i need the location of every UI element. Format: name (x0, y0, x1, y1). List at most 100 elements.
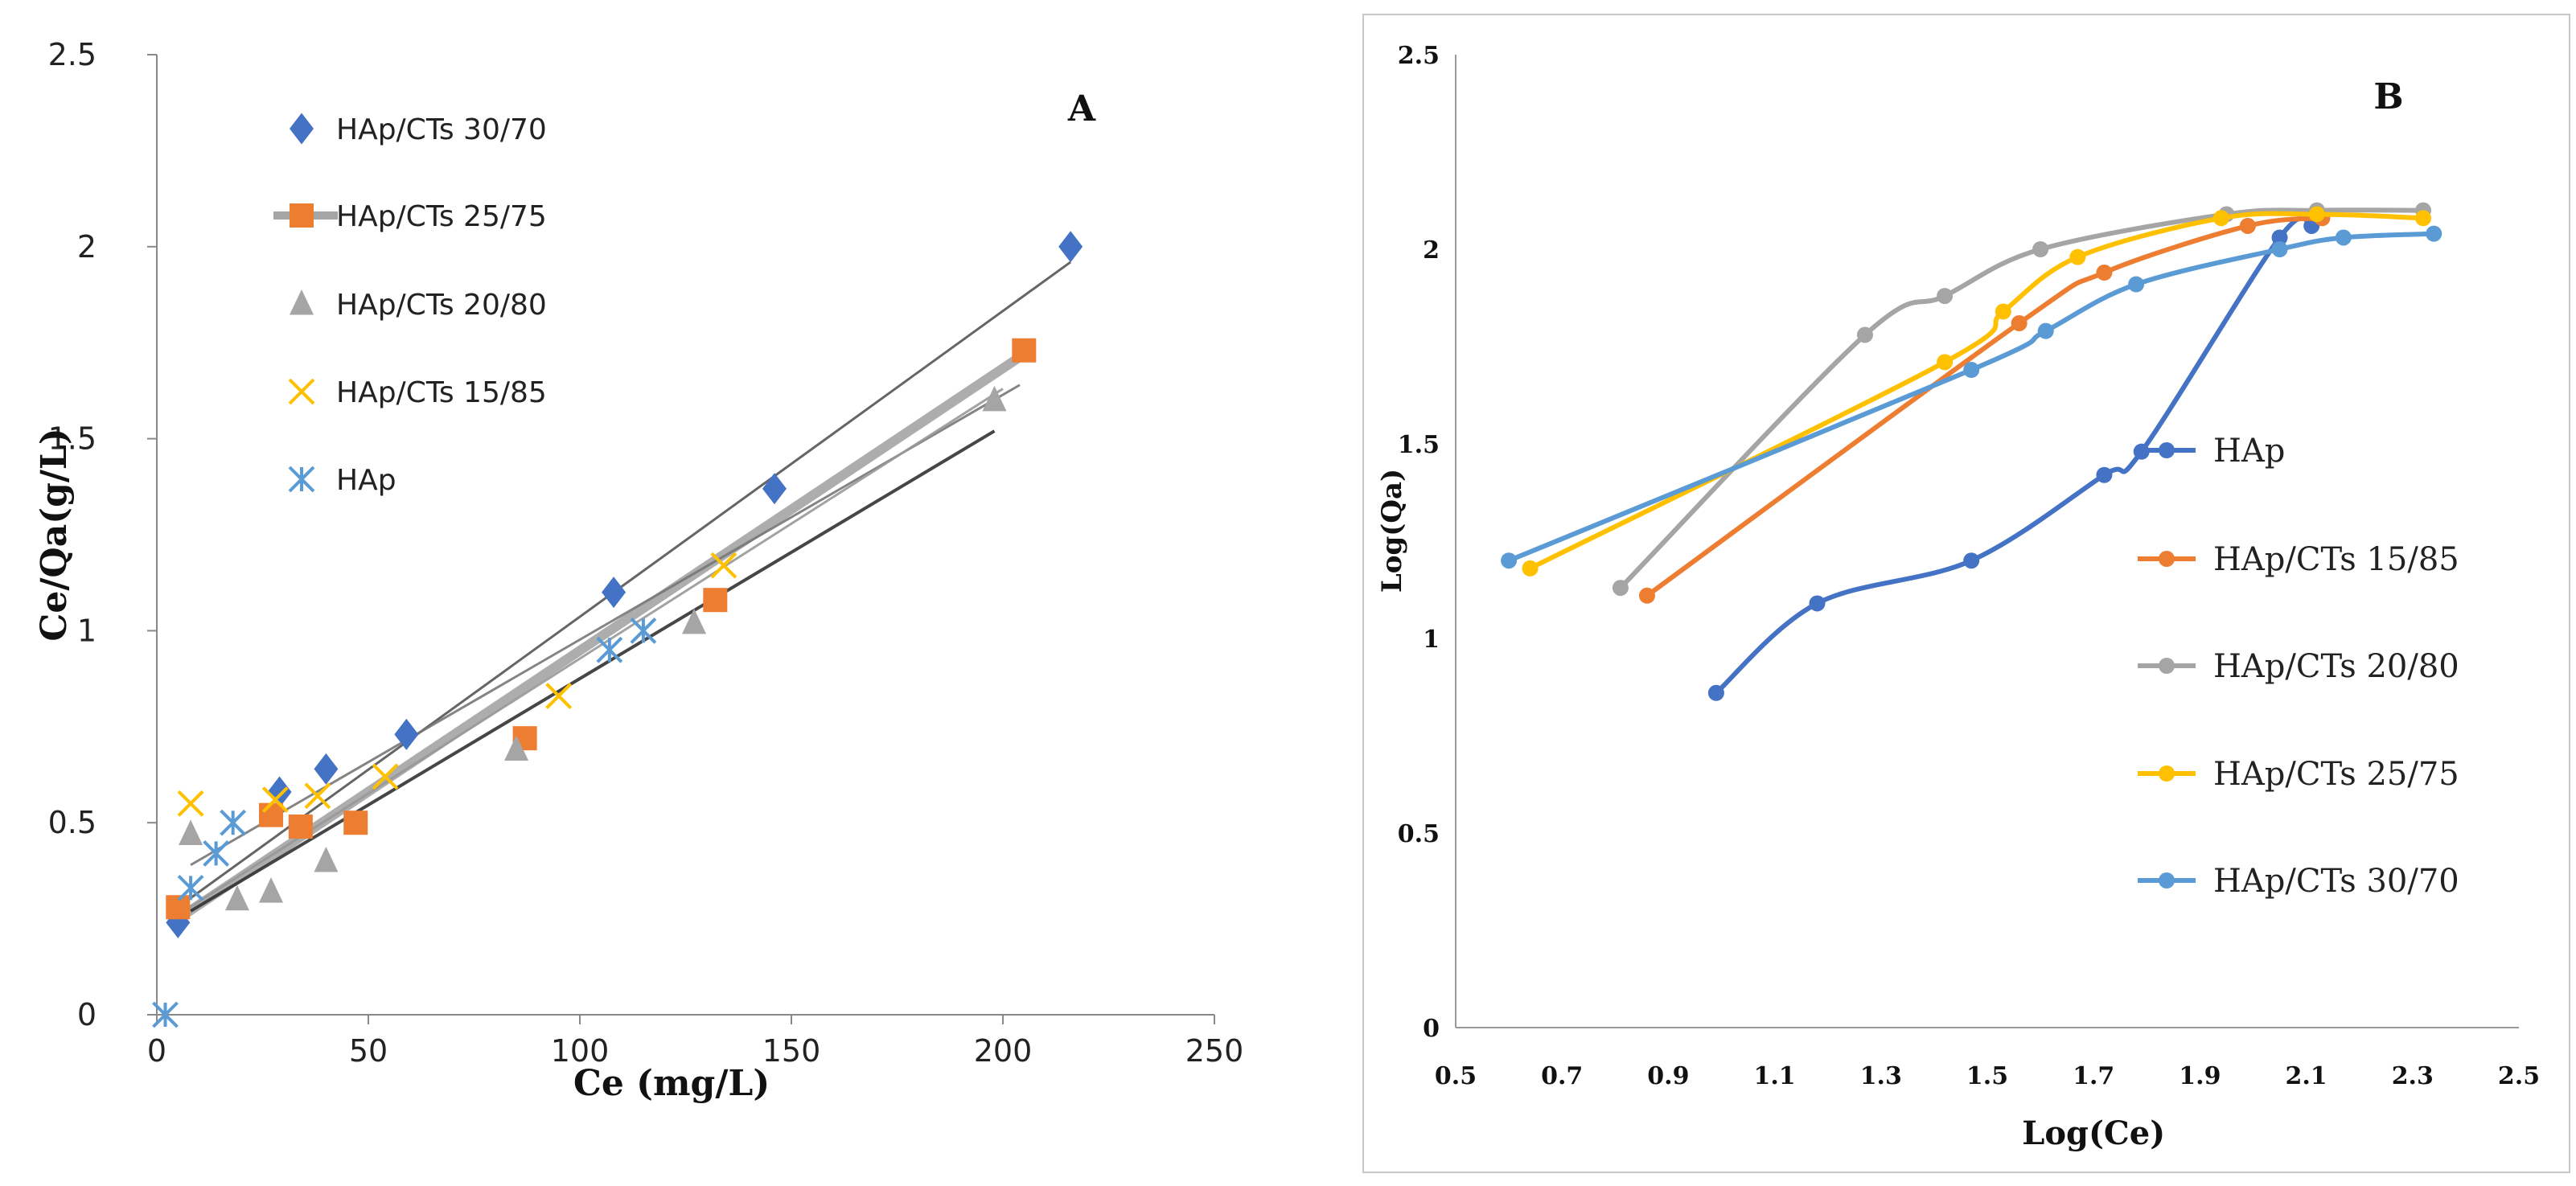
series-hap (1707, 215, 2320, 701)
chart-border (1362, 14, 2570, 1173)
series-hap-cts-20-80 (1612, 202, 2432, 597)
x-tick-label: 1.9 (2179, 1062, 2221, 1090)
x-tick-label: 0.5 (1435, 1062, 1477, 1090)
data-point-hap-cts-25-75 (1522, 560, 1539, 577)
legend-item-hap-cts-25-75: HAp/CTs 25/75 (273, 200, 547, 233)
legend-marker (290, 203, 314, 228)
x-tick-label: 0.7 (1541, 1062, 1583, 1090)
data-point-hap-cts-25-75 (2212, 210, 2229, 227)
legend-item-hap-cts-15-85: HAp/CTs 15/85 (2138, 541, 2459, 578)
trendline-hap (177, 388, 1004, 917)
x-tick-label: 2.1 (2285, 1062, 2327, 1090)
data-point-hap (203, 839, 230, 867)
x-tick-label: 1.1 (1753, 1062, 1795, 1090)
x-tick-label: 2.5 (2498, 1062, 2540, 1090)
legend-label: HAp (336, 464, 396, 497)
legend-marker (2159, 658, 2175, 674)
data-point-hap (596, 636, 623, 663)
y-tick-label: 0.5 (1398, 820, 1440, 848)
legend: HAp HAp/CTs 15/85 HAp/CTs 20/80 HAp/CTs 25/… (2138, 433, 2459, 900)
x-tick-label: 1.3 (1860, 1062, 1902, 1090)
data-point-hap-cts-20-80 (1856, 326, 1873, 343)
data-point-hap-cts-25-75 (259, 802, 284, 827)
data-point-hap-cts-30-70 (602, 577, 627, 609)
data-point-hap-cts-20-80 (682, 608, 707, 634)
y-tick-label: 2.5 (48, 37, 97, 72)
isotherm-linear-chart: 0 0.5 1 1.5 2 2.5 0 50 100 150 200 250 Ce (mg/L) Ce/Q… (34, 37, 1244, 1104)
data-point-hap-cts-20-80 (982, 385, 1007, 412)
y-tick-label: 2 (77, 229, 97, 265)
data-point-hap-cts-20-80 (2032, 241, 2049, 257)
legend-marker (2159, 765, 2175, 782)
x-tick-label: 2.3 (2392, 1062, 2434, 1090)
legend-marker (290, 113, 314, 145)
legend-item-hap-cts-25-75: HAp/CTs 25/75 (2138, 756, 2459, 793)
chart-panel-a: 0 0.5 1 1.5 2 2.5 0 50 100 150 200 250 Ce (mg/L) Ce/Q… (0, 0, 1271, 1186)
x-tick-label: 200 (974, 1033, 1033, 1069)
x-tick-label: 50 (349, 1033, 388, 1069)
series-hap-cts-30-70 (1501, 225, 2442, 569)
legend-marker (288, 466, 315, 493)
data-point-hap (152, 1001, 179, 1028)
x-axis-title: Log(Ce) (2022, 1114, 2165, 1152)
panel-label: A (1067, 88, 1096, 129)
data-point-hap-cts-15-85 (261, 786, 289, 813)
x-tick-label: 250 (1185, 1033, 1244, 1069)
data-point-hap-cts-20-80 (314, 846, 339, 872)
legend-item-hap-cts-15-85: HAp/CTs 15/85 (288, 376, 547, 409)
series-line-hap-cts-30-70 (1506, 231, 2437, 564)
data-point-hap (630, 617, 657, 644)
data-point-hap-cts-15-85 (2096, 265, 2113, 281)
legend-marker (290, 289, 314, 315)
data-point-hap-cts-25-75 (2308, 206, 2325, 223)
y-axis-title: Ce/Qa(g/L) (34, 428, 75, 641)
legend-label: HAp/CTs 20/80 (336, 289, 547, 322)
series-hap-cts-15-85 (1638, 210, 2331, 604)
legend-item-hap: HAp (2138, 433, 2285, 470)
data-point-hap-cts-25-75 (703, 588, 728, 613)
data-point-hap (2271, 229, 2288, 246)
legend-label: HAp (2213, 433, 2285, 470)
data-point-hap-cts-20-80 (1612, 580, 1629, 597)
legend: HAp/CTs 30/70 HAp/CTs 25/75 HAp/CTs 20/80 H… (273, 113, 547, 497)
legend-marker (2159, 551, 2175, 567)
y-axis-title: Log(Qa) (1376, 469, 1408, 593)
y-tick-label: 0.5 (48, 805, 97, 840)
series-hap-cts-15-85 (177, 552, 737, 817)
x-tick-label: 0 (147, 1033, 166, 1069)
data-point-hap-cts-15-85 (2239, 217, 2256, 234)
data-point-hap-cts-30-70 (2426, 225, 2442, 242)
legend-label: HAp/CTs 15/85 (2213, 541, 2459, 578)
data-point-hap-cts-25-75 (1012, 338, 1037, 363)
data-point-hap-cts-15-85 (545, 683, 573, 710)
y-tick-label: 2 (1423, 236, 1440, 265)
data-point-hap-cts-20-80 (179, 819, 203, 846)
series-line-hap-cts-25-75 (1527, 211, 2426, 571)
data-point-hap-cts-30-70 (314, 753, 339, 785)
x-tick-label: 100 (551, 1033, 610, 1069)
data-point-hap-cts-30-70 (1501, 552, 1518, 569)
data-point-hap-cts-30-70 (2335, 229, 2352, 246)
data-point-hap-cts-30-70 (1058, 231, 1083, 263)
x-tick-label: 150 (762, 1033, 821, 1069)
series-hap-cts-25-75 (1522, 206, 2432, 577)
legend-label: HAp/CTs 30/70 (2213, 863, 2459, 900)
data-point-hap-cts-15-85 (2011, 314, 2028, 331)
y-tick-label: 0 (1423, 1015, 1440, 1043)
x-tick-label: 0.9 (1647, 1062, 1689, 1090)
legend-label: HAp/CTs 25/75 (336, 200, 547, 233)
legend-item-hap-cts-30-70: HAp/CTs 30/70 (290, 113, 547, 146)
data-point-hap-cts-30-70 (762, 473, 787, 505)
y-tick-label: 1.5 (48, 421, 97, 457)
data-point-hap-cts-25-75 (2415, 210, 2432, 227)
data-point-hap-cts-30-70 (2271, 241, 2288, 257)
legend-label: HAp/CTs 15/85 (336, 376, 547, 409)
data-point-hap (220, 809, 247, 836)
series-hap-cts-30-70 (166, 231, 1083, 938)
data-point-hap (177, 874, 204, 901)
data-point-hap-cts-20-80 (504, 735, 529, 761)
data-point-hap-cts-15-85 (177, 790, 204, 817)
data-point-hap-cts-15-85 (1638, 587, 1655, 604)
legend-item-hap-cts-20-80: HAp/CTs 20/80 (290, 289, 547, 322)
data-point-hap (1963, 552, 1980, 569)
